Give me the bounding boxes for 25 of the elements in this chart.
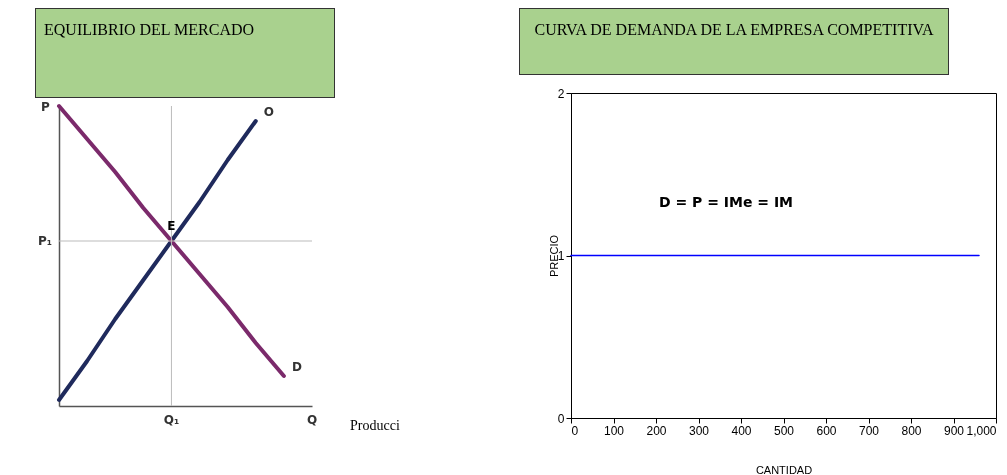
x-tick-label: Q₁ [163, 413, 180, 427]
x-tick-label: 900 [943, 423, 965, 438]
annotation: D = P = IMe = IM [658, 194, 794, 210]
chart-title: EQUILIBRIO DEL MERCADO [35, 8, 335, 98]
x-tick-label: 200 [646, 423, 667, 438]
x-tick-label: 700 [858, 423, 880, 438]
text: Producci [350, 418, 400, 433]
y-tick-label: 2 [557, 86, 565, 101]
series-label: D [291, 360, 302, 374]
x-tick-label: 800 [901, 423, 922, 438]
annotation: E [167, 219, 176, 233]
series-label: O [263, 105, 274, 119]
x-tick-label: 500 [773, 423, 795, 438]
y-tick-label: 1 [557, 249, 565, 263]
x-axis-title: CANTIDAD [755, 463, 813, 475]
ref-line-label: P₁ [37, 234, 53, 248]
y-axis-title: P [41, 99, 51, 114]
x-tick-label: 100 [603, 423, 625, 438]
x-tick-label: 0 [571, 423, 579, 438]
x-tick-label: 600 [816, 423, 837, 438]
x-tick-label: 400 [731, 423, 752, 438]
chart-title: CURVA DE DEMANDA DE LA EMPRESA COMPETITIVA [519, 8, 949, 75]
x-tick-label: Q [306, 413, 318, 427]
x-tick-label: 1,000 [966, 423, 997, 438]
x-tick-label: 300 [688, 423, 710, 438]
